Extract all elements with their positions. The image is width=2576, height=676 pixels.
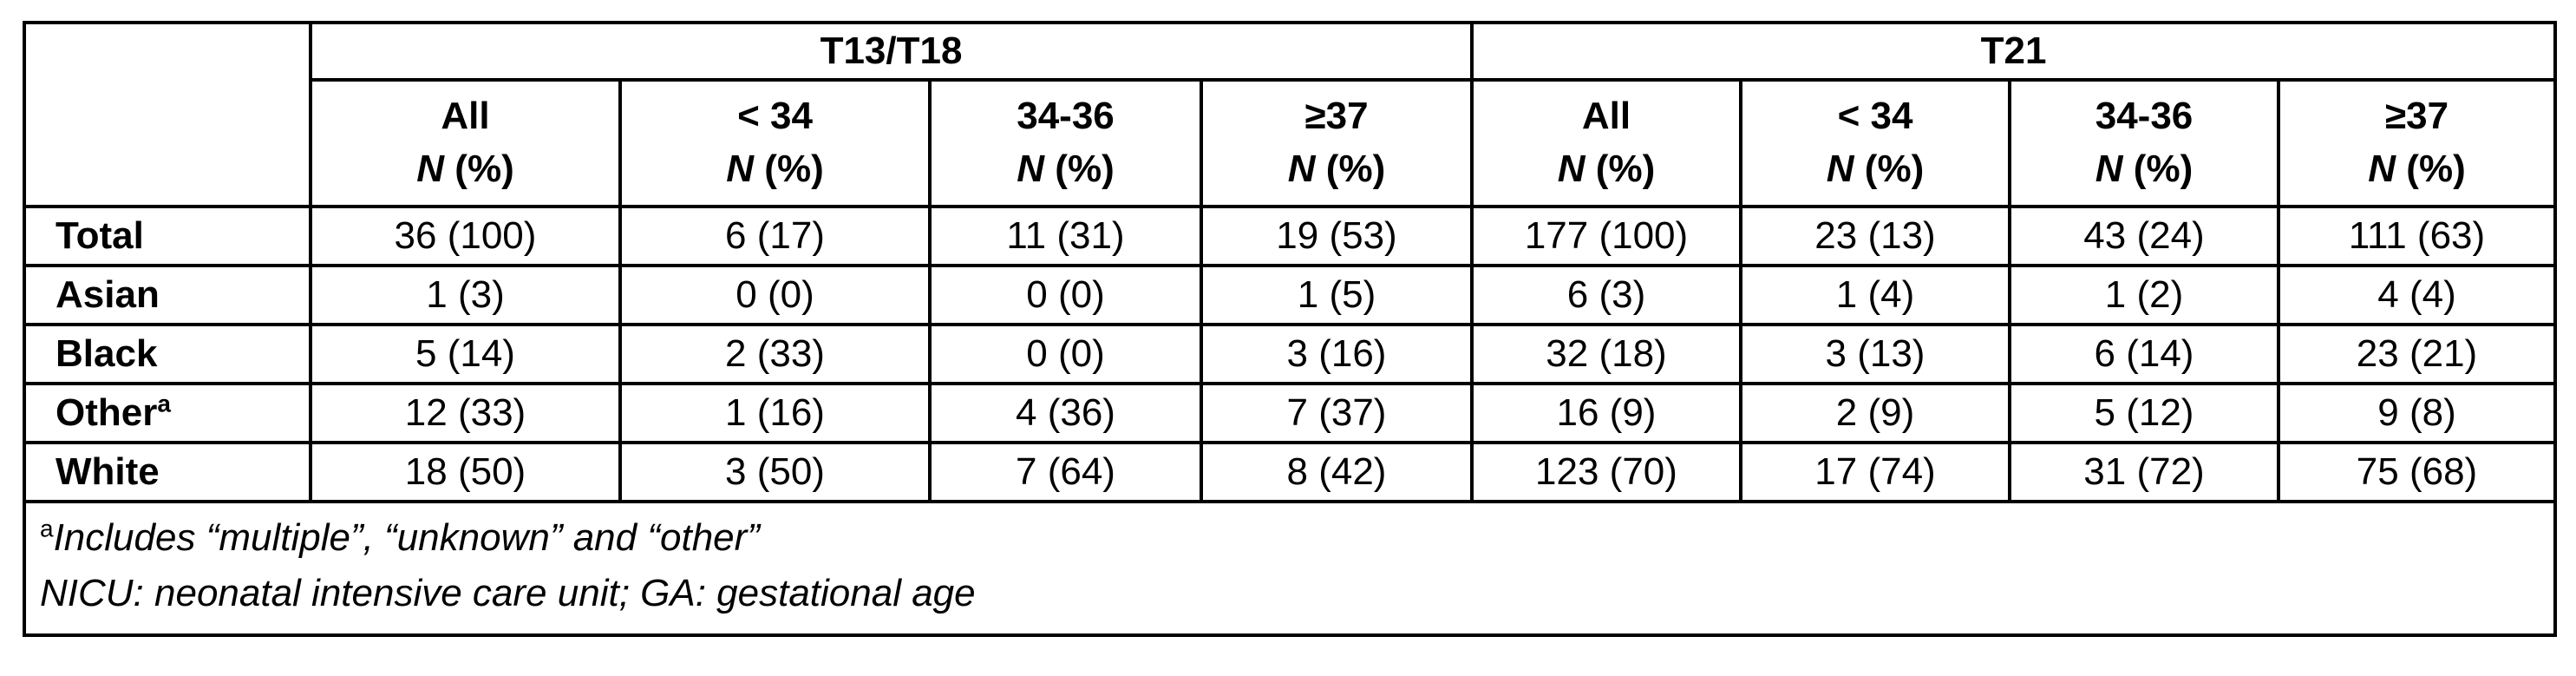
footnote-row: aIncludes “multiple”, “unknown” and “oth… <box>22 500 2558 637</box>
table-cell: 123 (70) <box>1470 441 1742 503</box>
table-row: White 18 (50) 3 (50) 7 (64) 8 (42) 123 (… <box>23 441 2558 503</box>
table-row: Asian 1 (3) 0 (0) 0 (0) 1 (5) 6 (3) 1 (4… <box>23 264 2558 326</box>
column-header: All N (%) <box>309 78 622 208</box>
column-header-label: ≥37 <box>2384 95 2449 138</box>
column-header-row: All N (%) < 34 N (%) 34-36 N (%) ≥37 N (… <box>24 78 2558 208</box>
table-cell: 18 (50) <box>309 441 622 503</box>
table-cell: 4 (36) <box>928 382 1203 444</box>
column-header-label: 34-36 <box>1017 95 1115 138</box>
column-header-pct: (%) <box>1585 148 1656 190</box>
data-table-container: T13/T18 T21 All N (%) < 34 N (%) 34-36 N… <box>22 21 2558 637</box>
column-header-label: All <box>1581 95 1631 138</box>
row-label: White <box>23 441 312 503</box>
column-header-n: N <box>1017 148 1045 190</box>
footnote-abbreviations: NICU: neonatal intensive care unit; GA: … <box>40 572 976 614</box>
table-cell: 3 (13) <box>1739 323 2011 385</box>
table-cell: 4 (4) <box>2276 264 2558 326</box>
column-header-pct: (%) <box>444 148 514 190</box>
table-cell: 3 (50) <box>618 441 932 503</box>
footnote-includes: aIncludes “multiple”, “unknown” and “oth… <box>40 515 760 559</box>
table-row: Black 5 (14) 2 (33) 0 (0) 3 (16) 32 (18)… <box>23 323 2558 385</box>
table-cell: 177 (100) <box>1470 205 1742 267</box>
column-header-pct: (%) <box>1854 148 1925 190</box>
table-cell: 3 (16) <box>1200 323 1474 385</box>
column-header: 34-36 N (%) <box>928 78 1203 208</box>
row-label: Asian <box>23 264 312 326</box>
table-cell: 0 (0) <box>618 264 932 326</box>
column-header-n: N <box>2368 148 2396 190</box>
column-header-n: N <box>726 148 755 190</box>
table-cell: 11 (31) <box>928 205 1203 267</box>
table-cell: 23 (21) <box>2276 323 2558 385</box>
table-cell: 1 (5) <box>1200 264 1474 326</box>
group-header-t13-t18: T13/T18 <box>309 21 1474 82</box>
demographics-table: T13/T18 T21 All N (%) < 34 N (%) 34-36 N… <box>22 21 2558 637</box>
footnote-cell: aIncludes “multiple”, “unknown” and “oth… <box>22 500 2558 637</box>
table-cell: 1 (16) <box>618 382 932 444</box>
table-cell: 111 (63) <box>2276 205 2558 267</box>
footnote-marker: a <box>157 389 171 417</box>
table-cell: 6 (3) <box>1470 264 1742 326</box>
table-row: Othera 12 (33) 1 (16) 4 (36) 7 (37) 16 (… <box>23 382 2558 444</box>
table-cell: 31 (72) <box>2008 441 2280 503</box>
table-cell: 23 (13) <box>1739 205 2011 267</box>
column-header: < 34 N (%) <box>1739 78 2011 208</box>
column-header-n: N <box>2095 148 2123 190</box>
table-cell: 36 (100) <box>309 205 622 267</box>
column-header-n: N <box>416 148 445 190</box>
table-cell: 19 (53) <box>1200 205 1474 267</box>
row-label: Black <box>23 323 312 385</box>
table-cell: 32 (18) <box>1470 323 1742 385</box>
group-header-t21: T21 <box>1469 21 2558 82</box>
table-row: Total 36 (100) 6 (17) 11 (31) 19 (53) 17… <box>23 205 2558 267</box>
table-cell: 1 (4) <box>1739 264 2011 326</box>
column-header-label: < 34 <box>1837 95 1913 138</box>
column-header-pct: (%) <box>1315 148 1386 190</box>
table-cell: 0 (0) <box>928 264 1203 326</box>
table-cell: 1 (2) <box>2008 264 2280 326</box>
column-header-pct: (%) <box>754 148 824 190</box>
column-header-n: N <box>1826 148 1854 190</box>
corner-header-cell <box>23 21 312 208</box>
column-header: ≥37 N (%) <box>2276 78 2558 208</box>
column-header: All N (%) <box>1470 78 1742 208</box>
footnote-marker: a <box>40 515 54 542</box>
table-cell: 5 (14) <box>309 323 622 385</box>
table-cell: 1 (3) <box>309 264 622 326</box>
table-cell: 6 (14) <box>2008 323 2280 385</box>
column-header-n: N <box>1557 148 1585 190</box>
table-cell: 8 (42) <box>1200 441 1474 503</box>
table-cell: 2 (33) <box>618 323 932 385</box>
column-header-label: ≥37 <box>1304 95 1369 138</box>
group-header-row: T13/T18 T21 <box>23 21 2558 208</box>
column-header: 34-36 N (%) <box>2008 78 2280 208</box>
row-label: Total <box>23 205 312 267</box>
column-header: ≥37 N (%) <box>1200 78 1474 208</box>
column-header-pct: (%) <box>2396 148 2466 190</box>
table-cell: 2 (9) <box>1739 382 2011 444</box>
table-cell: 12 (33) <box>309 382 622 444</box>
table-cell: 7 (64) <box>928 441 1203 503</box>
table-cell: 5 (12) <box>2008 382 2280 444</box>
table-cell: 17 (74) <box>1739 441 2011 503</box>
column-header-pct: (%) <box>1044 148 1115 190</box>
table-cell: 43 (24) <box>2008 205 2280 267</box>
table-cell: 7 (37) <box>1200 382 1474 444</box>
column-header-label: 34-36 <box>2095 95 2194 138</box>
table-cell: 75 (68) <box>2276 441 2558 503</box>
column-header-label: < 34 <box>737 95 813 138</box>
row-label: Othera <box>23 382 312 444</box>
table-cell: 16 (9) <box>1470 382 1742 444</box>
column-header-label: All <box>441 95 490 138</box>
table-cell: 9 (8) <box>2276 382 2558 444</box>
column-header-pct: (%) <box>2122 148 2194 190</box>
column-header: < 34 N (%) <box>618 78 932 208</box>
table-cell: 6 (17) <box>618 205 932 267</box>
column-header-n: N <box>1287 148 1316 190</box>
table-cell: 0 (0) <box>928 323 1203 385</box>
